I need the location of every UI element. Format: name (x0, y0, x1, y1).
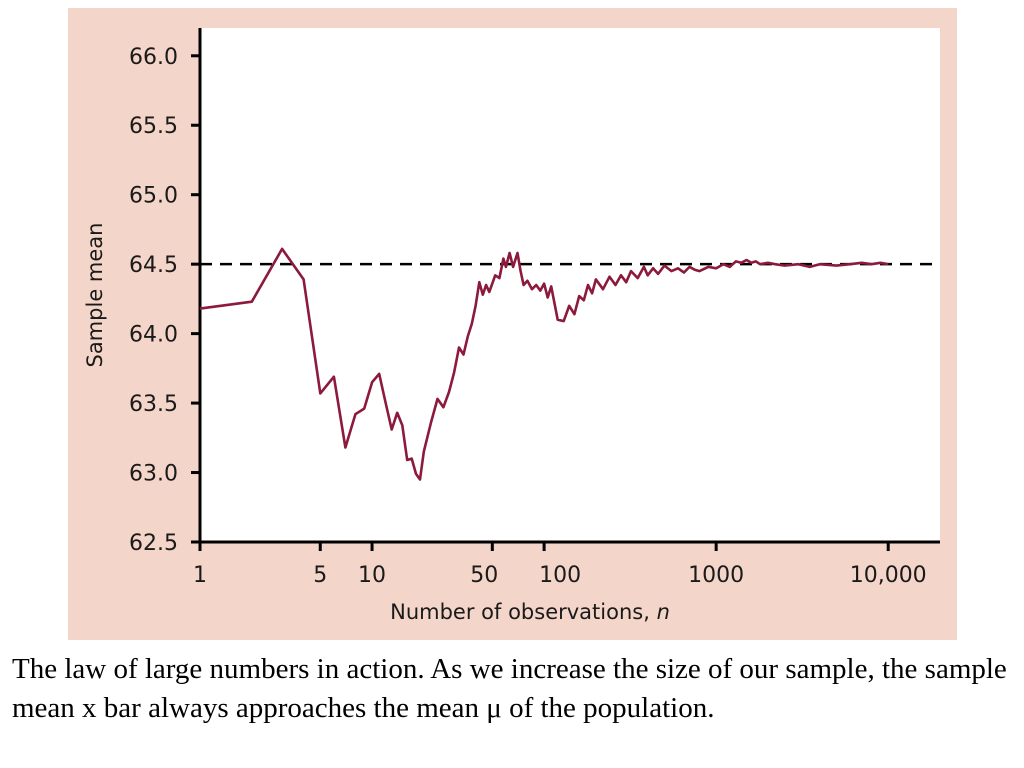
y-tick-label: 64.0 (129, 323, 178, 348)
y-tick-label: 63.5 (129, 392, 178, 417)
x-tick-label: 10,000 (850, 563, 927, 588)
y-tick-label: 65.0 (129, 184, 178, 209)
x-tick-label: 100 (539, 563, 581, 588)
x-tick-label: 1 (193, 563, 207, 588)
x-tick-label: 1000 (688, 563, 744, 588)
y-tick-label: 63.0 (129, 462, 178, 487)
y-tick-label: 64.5 (129, 253, 178, 278)
y-axis-title: Sample mean (83, 223, 107, 368)
chart-panel: 62.5 63.0 63.5 64.0 64.5 65.0 65.5 66.0 1 5 10 50 10… (68, 8, 957, 640)
law-of-large-numbers-chart: 62.5 63.0 63.5 64.0 64.5 65.0 65.5 66.0 1 5 10 50 10… (83, 28, 940, 624)
x-tick-label: 50 (470, 563, 498, 588)
y-tick-label: 62.5 (129, 531, 178, 556)
caption-text: The law of large numbers in action. As w… (12, 653, 1007, 724)
x-axis-title: Number of observations, n (390, 600, 670, 624)
sample-mean-series-line (199, 247, 889, 481)
plot-area (200, 28, 940, 542)
x-tick-label: 10 (358, 563, 386, 588)
y-tick-label: 66.0 (129, 45, 178, 70)
x-tick-label: 5 (313, 563, 327, 588)
y-tick-label: 65.5 (129, 114, 178, 139)
